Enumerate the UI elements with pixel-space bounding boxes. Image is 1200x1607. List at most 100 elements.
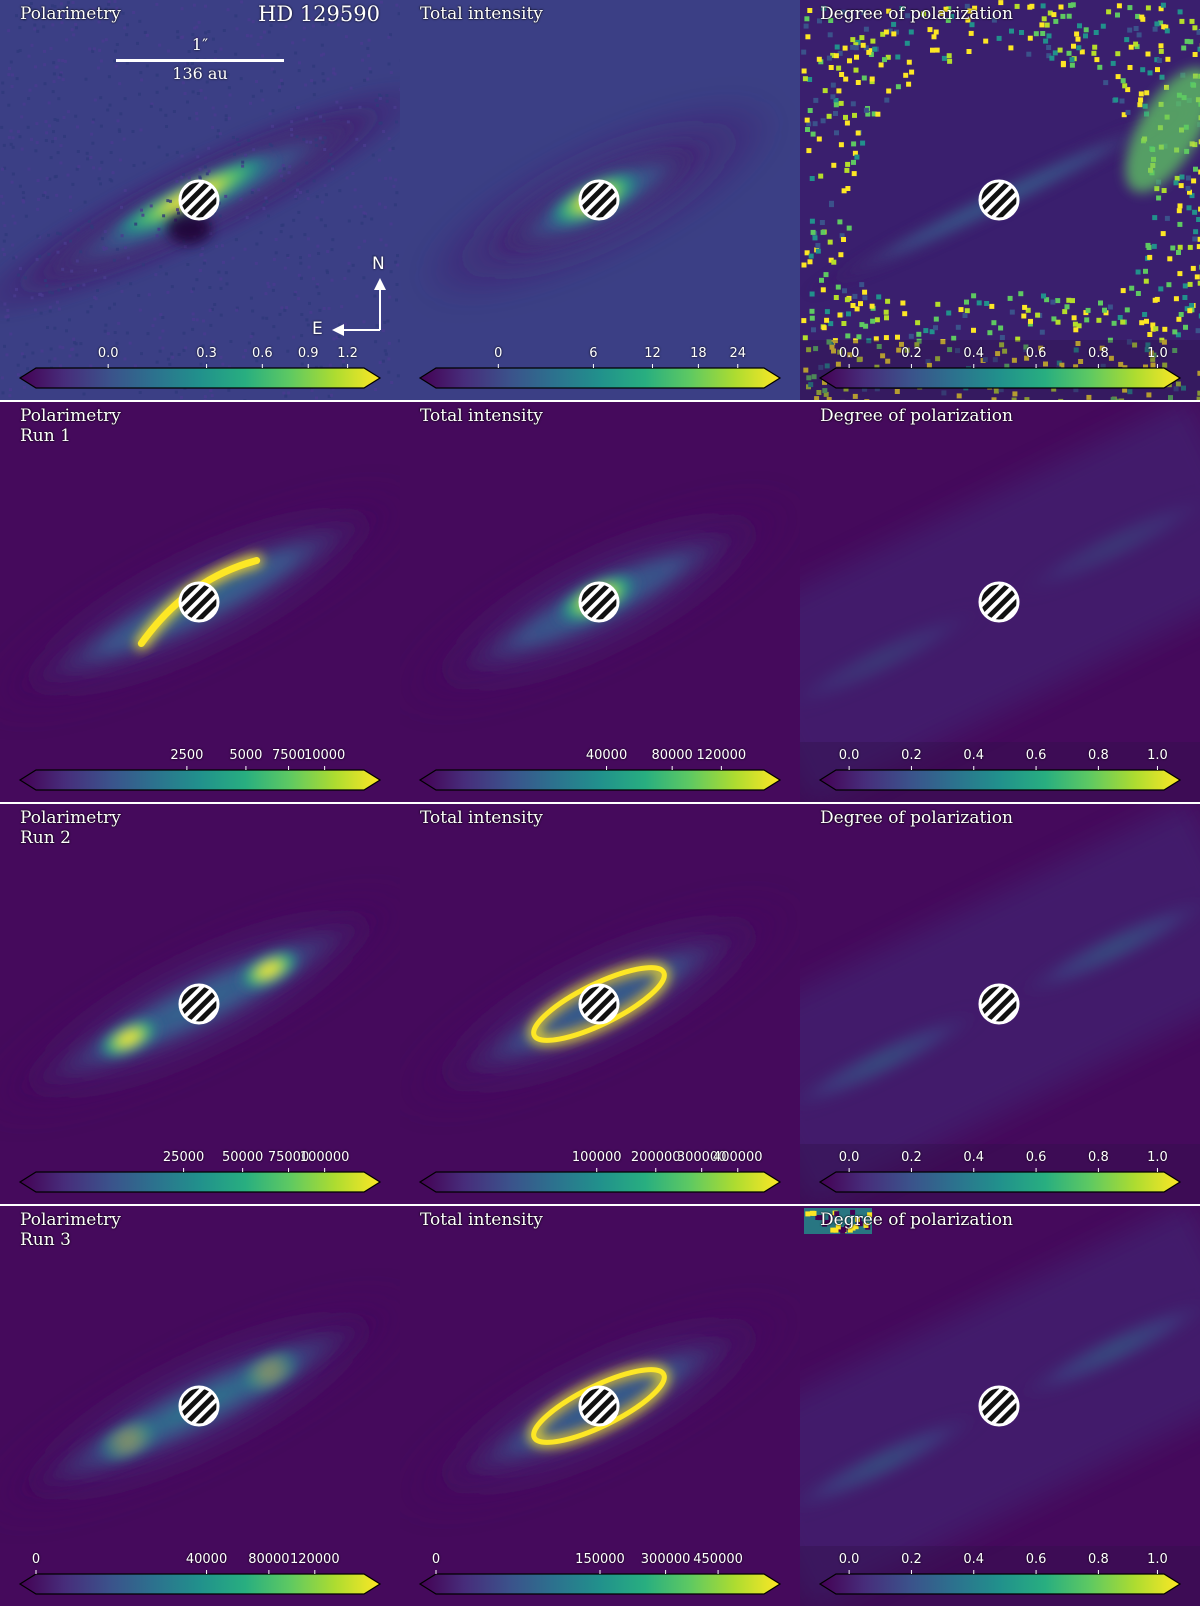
east-arrow-icon (332, 324, 344, 336)
panel-int-run2: 100000 200000 300000 400000 Total intensity (400, 804, 800, 1204)
colorbar-tick-label: 0.6 (251, 346, 273, 361)
compass-north-label: N (372, 254, 385, 274)
colorbar-tick-label: 0.0 (838, 1552, 860, 1567)
panel-int-run1: 40000 80000 120000 Total intensity (400, 402, 800, 802)
panel-title: Polarimetry Run 3 (20, 1210, 121, 1250)
panel-int-obs: 0 6 12 18 24 Total intensity (400, 0, 800, 400)
colorbar-tick-label: 0.6 (1025, 748, 1047, 763)
panel-image (0, 1206, 400, 1606)
colorbar-tick-label: 0.4 (963, 1150, 985, 1165)
colorbar-strip (418, 1573, 782, 1595)
panel-dop-run1: 0.0 0.2 0.4 0.6 0.8 1.0 Degree of polarization (800, 402, 1200, 802)
colorbar-tick-label: 0.0 (838, 748, 860, 763)
coronagraph-mask (978, 983, 1020, 1025)
panel-pol-run2: 25000 50000 75000 100000 Polarimetry Run 2 (0, 804, 400, 1204)
colorbar-tick-label: 1.0 (1147, 748, 1168, 763)
panel-image (800, 0, 1200, 400)
coronagraph-mask (178, 179, 220, 221)
colorbar-tick-label: 12 (644, 346, 661, 361)
colorbar-tick-label: 24 (729, 346, 747, 361)
colorbar-tick-label: 0 (31, 1552, 41, 1567)
colorbar-tick-label: 75000 (267, 1150, 310, 1165)
compass-east-label: E (312, 319, 323, 339)
colorbar-tick-label: 0.0 (97, 346, 119, 361)
colorbar (418, 1573, 782, 1595)
colorbar-tick-label: 0 (494, 346, 503, 361)
coronagraph-mask (578, 983, 620, 1025)
panel-title: Degree of polarization (820, 808, 1013, 828)
panel-pol-run1: 2500 5000 7500 10000 Polarimetry Run 1 (0, 402, 400, 802)
colorbar-tick-label: 0.2 (901, 1552, 922, 1567)
colorbar-strip (418, 1171, 782, 1193)
colorbar (418, 1171, 782, 1193)
panel-dop-run3: 0.0 0.2 0.4 0.6 0.8 1.0 Degree of polarization (800, 1206, 1200, 1606)
colorbar-tick-label: 0.8 (1088, 748, 1109, 763)
colorbar-strip (818, 769, 1182, 791)
colorbar-tick-label: 40000 (585, 748, 628, 763)
colorbar-tick-label: 0.2 (901, 748, 922, 763)
colorbar-tick-label: 80000 (248, 1552, 290, 1567)
colorbar-strip (18, 1573, 382, 1595)
colorbar (418, 367, 782, 389)
panel-image (400, 0, 800, 400)
colorbar-tick-label: 0.0 (838, 346, 860, 361)
coronagraph-mask (578, 581, 620, 623)
colorbar-tick-label: 25000 (162, 1150, 205, 1165)
colorbar-tick-label: 40000 (185, 1552, 228, 1567)
colorbar-tick-label: 0.2 (901, 1150, 922, 1165)
colorbar-tick-label: 200000 (630, 1150, 681, 1165)
colorbar-tick-label: 300000 (676, 1150, 727, 1165)
panel-title: Total intensity (420, 808, 543, 828)
colorbar-tick-label: 0.4 (963, 748, 985, 763)
scale-bar-physical-label: 136 au (172, 64, 228, 83)
coronagraph-mask (178, 1385, 220, 1427)
panel-title: Total intensity (420, 1210, 543, 1230)
colorbar (818, 1171, 1182, 1193)
colorbar (18, 1573, 382, 1595)
colorbar-tick-label: 1.0 (1147, 1150, 1168, 1165)
scale-bar-angular-label: 1″ (191, 35, 209, 54)
panel-dop-obs: 0.0 0.2 0.4 0.6 0.8 1.0 Degree of polarization (800, 0, 1200, 400)
colorbar-tick-label: 0 (431, 1552, 441, 1567)
colorbar (818, 367, 1182, 389)
panel-title: Degree of polarization (820, 406, 1013, 426)
colorbar-tick-label: 1.0 (1147, 346, 1168, 361)
colorbar-strip (18, 1171, 382, 1193)
colorbar (818, 1573, 1182, 1595)
scale-bar (116, 59, 284, 62)
panel-image (0, 402, 400, 802)
colorbar-tick-label: 120000 (696, 748, 747, 763)
colorbar-tick-label: 450000 (693, 1552, 743, 1567)
colorbar-tick-label: 150000 (575, 1552, 625, 1567)
colorbar-strip (18, 367, 382, 389)
coronagraph-mask (578, 179, 620, 221)
colorbar-strip (18, 769, 382, 791)
coronagraph-mask (178, 983, 220, 1025)
colorbar-tick-label: 0.2 (901, 346, 922, 361)
panel-image (0, 0, 400, 400)
north-arrow-icon (374, 278, 386, 290)
panel-image (800, 804, 1200, 1204)
panel-image (400, 402, 800, 802)
colorbar-tick-label: 400000 (712, 1150, 763, 1165)
colorbar-tick-label: 1.0 (1147, 1552, 1168, 1567)
panel-int-run3: 0 150000 300000 450000 Total intensity (400, 1206, 800, 1606)
colorbar-tick-label: 0.9 (297, 346, 319, 361)
colorbar-tick-label: 0.8 (1088, 346, 1109, 361)
panel-image (800, 402, 1200, 802)
colorbar-tick-label: 18 (690, 346, 707, 361)
panel-image (400, 804, 800, 1204)
disk-lobe-east (97, 1018, 161, 1059)
colorbar (18, 367, 382, 389)
colorbar-strip (418, 367, 782, 389)
panel-title: Degree of polarization (820, 1210, 1013, 1230)
colorbar-tick-label: 120000 (289, 1552, 340, 1567)
panel-image (400, 1206, 800, 1606)
coronagraph-mask (978, 179, 1020, 221)
compass-arrows (332, 278, 386, 336)
panel-image (0, 804, 400, 1204)
colorbar-tick-label: 10000 (303, 748, 346, 763)
colorbar-tick-label: 7500 (272, 748, 306, 763)
colorbar-tick-label: 0.0 (838, 1150, 860, 1165)
